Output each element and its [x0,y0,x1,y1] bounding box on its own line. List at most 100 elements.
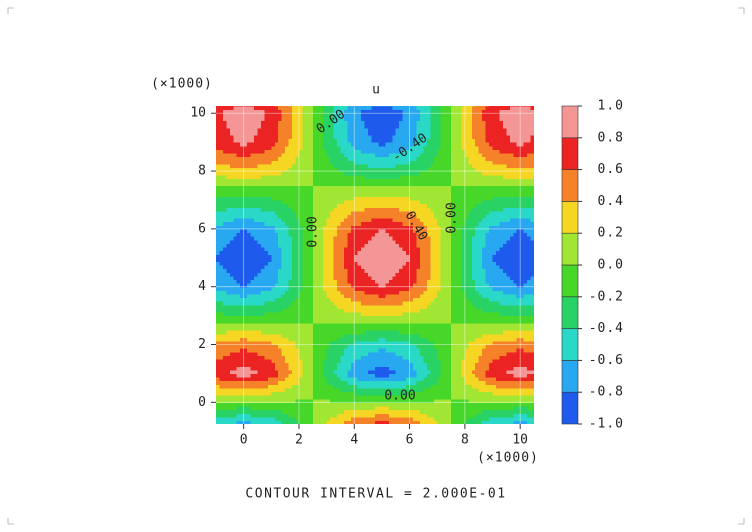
contour-cell [219,358,224,364]
contour-cell [440,387,445,393]
contour-cell [388,311,393,317]
contour-cell [495,283,501,288]
contour-cell [292,366,297,371]
contour-cell [226,413,231,418]
contour-cell [312,373,317,378]
contour-cell [447,362,452,367]
contour-cell [406,362,411,367]
contour-cell [527,304,532,309]
contour-cell [534,428,538,432]
contour-cell [354,333,359,338]
contour-cell [226,402,231,407]
contour-cell [323,340,328,346]
contour-cell [385,355,390,360]
contour-cell [364,333,369,338]
contour-cell [292,377,297,382]
contour-cell [385,322,390,328]
contour-cell [271,232,276,237]
contour-cell [289,424,293,428]
contour-cell [267,413,272,418]
contour-cell [236,351,241,356]
contour-cell [350,395,355,400]
contour-cell [457,405,463,411]
contour-cell [406,340,411,346]
contour-cell [371,257,376,262]
contour-cell [541,334,545,338]
contour-cell [451,398,456,403]
contour-cell [406,409,411,414]
contour-cell [316,308,321,313]
contour-cell [451,366,456,371]
contour-cell [489,413,494,418]
contour-cell [544,258,548,262]
contour-cell [323,391,328,396]
contour-cell [288,275,293,281]
contour-cell [454,380,459,385]
contour-cell [219,311,224,317]
contour-cell [340,362,345,367]
contour-cell [485,380,490,385]
contour-cell [530,366,534,371]
contour-cell [451,405,456,411]
contour-cell [312,395,317,400]
contour-cell [264,424,268,428]
contour-cell [381,308,386,313]
contour-cell [541,287,545,291]
contour-cell [309,405,314,411]
contour-cell [475,257,480,262]
contour-cell [357,261,362,266]
contour-cell [350,398,355,403]
contour-cell [222,228,227,234]
contour-cell [233,420,238,424]
contour-cell [537,352,541,356]
contour-cell [485,377,490,382]
contour-cell [240,351,245,356]
contour-cell [378,428,382,432]
contour-cell [305,250,310,255]
contour-cell [482,384,487,389]
contour-cell [216,283,221,288]
contour-cell [502,257,507,262]
contour-cell [523,286,528,291]
contour-cell [381,243,386,248]
contour-cell [340,308,345,313]
contour-cell [461,420,466,424]
contour-cell [357,351,362,356]
contour-cell [361,380,366,385]
contour-cell [247,308,252,313]
contour-cell [271,290,276,295]
contour-cell [482,355,487,360]
contour-cell [419,261,424,266]
contour-cell [468,330,473,335]
contour-cell [274,286,279,291]
contour-cell [541,363,545,367]
contour-cell [285,405,290,411]
contour-cell [520,355,525,360]
contour-cell [260,268,265,273]
contour-cell [292,297,297,302]
contour-cell [509,333,514,338]
contour-cell [257,319,262,324]
contour-cell [461,358,466,364]
contour-cell [402,387,407,393]
contour-cell [489,366,494,371]
contour-cell [247,272,252,277]
contour-cell [233,416,238,421]
contour-cell [371,369,376,375]
contour-cell [513,416,518,421]
contour-cell [406,268,411,273]
contour-cell [440,416,445,421]
contour-cell [305,286,310,291]
contour-cell [343,405,348,411]
contour-cell [506,424,510,428]
contour-cell [278,428,282,432]
contour-cell [240,409,245,414]
contour-cell [478,286,483,291]
contour-cell [513,268,518,273]
contour-cell [288,319,293,324]
contour-cell [544,308,548,312]
contour-cell [312,337,317,342]
contour-cell [236,413,241,418]
contour-cell [305,377,310,382]
contour-cell [461,387,466,393]
